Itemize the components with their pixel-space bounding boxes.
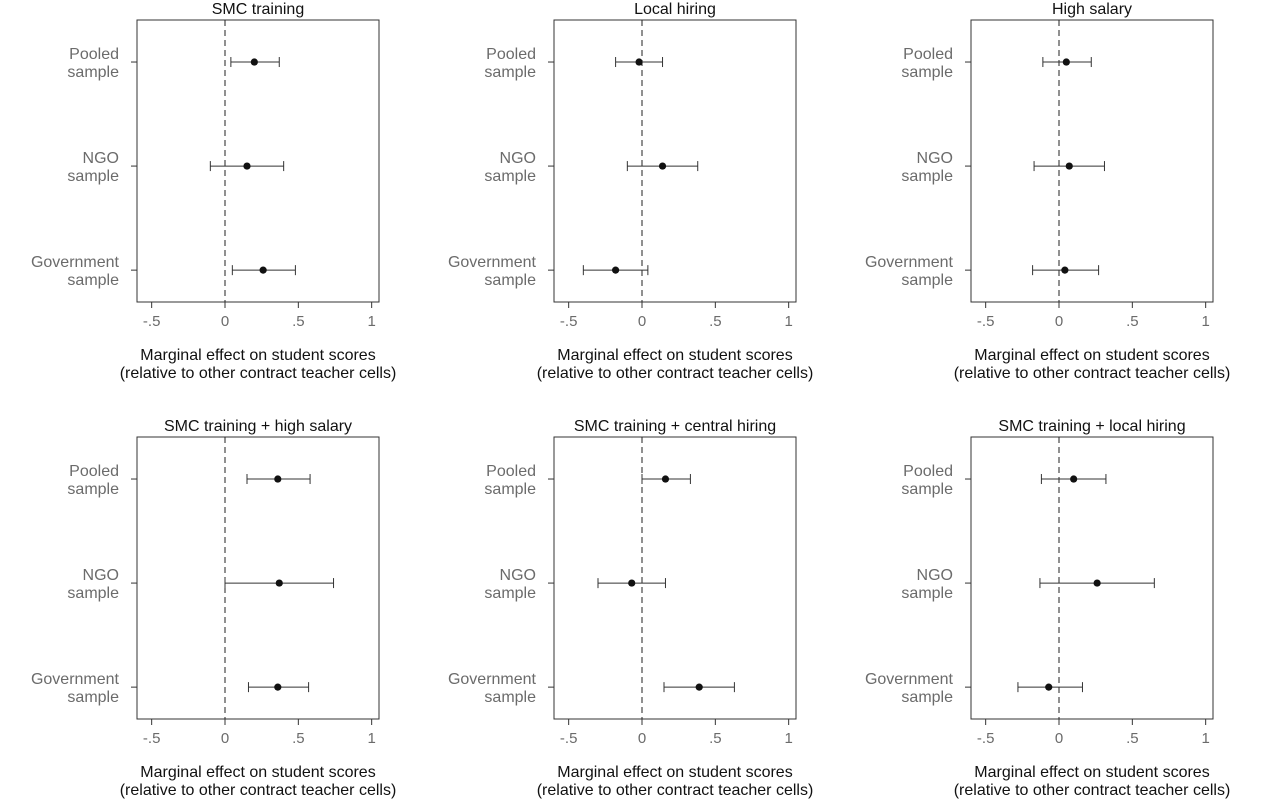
- x-tick-label: 0: [638, 313, 646, 330]
- x-tick-label: .5: [1126, 313, 1139, 330]
- point-estimate: [275, 579, 283, 587]
- x-tick-label: .5: [709, 313, 722, 330]
- category-label: NGO sample: [484, 150, 536, 185]
- point-estimate: [695, 683, 703, 691]
- x-tick-label: 1: [784, 730, 792, 747]
- category-label: Pooled sample: [484, 46, 536, 81]
- x-tick-label: 0: [638, 730, 646, 747]
- panel-title: Local hiring: [634, 1, 716, 18]
- x-axis-label: Marginal effect on student scores (relati…: [537, 764, 814, 799]
- plot-frame: [136, 19, 380, 303]
- x-tick-label: -.5: [143, 730, 161, 747]
- point-estimate: [1062, 58, 1070, 66]
- x-tick-label: 1: [367, 730, 375, 747]
- category-label: Government sample: [865, 671, 954, 706]
- x-tick-label: 0: [1055, 730, 1063, 747]
- category-label: NGO sample: [901, 150, 953, 185]
- point-estimate: [658, 162, 667, 170]
- panel-3: High salary -.5 0 .5 1 Marginal effect on stu…: [865, 1, 1230, 382]
- x-axis-label: Marginal effect on student scores (relati…: [954, 764, 1231, 799]
- panel-4: SMC training + high salary -.5 0 .5 1 Margina…: [31, 418, 396, 799]
- x-tick-label: .5: [1126, 730, 1139, 747]
- panel-title: SMC training + local hiring: [998, 418, 1185, 435]
- point-estimate: [1065, 162, 1073, 170]
- panel-5: SMC training + central hiring -.5 0 .5 1 Marg…: [448, 418, 813, 799]
- x-tick-label: 0: [221, 730, 229, 747]
- x-tick-label: 1: [1201, 730, 1209, 747]
- panel-6: SMC training + local hiring -.5 0 .5 1 Margin…: [865, 418, 1230, 799]
- category-label: Pooled sample: [67, 46, 119, 81]
- point-estimate: [274, 683, 282, 691]
- x-tick-label: .5: [292, 730, 305, 747]
- x-axis-label: Marginal effect on student scores (relati…: [120, 764, 397, 799]
- plot-frame: [553, 436, 797, 720]
- point-estimate: [1070, 475, 1078, 483]
- category-label: NGO sample: [67, 150, 119, 185]
- x-axis-label: Marginal effect on student scores (relati…: [120, 347, 397, 382]
- point-estimate: [1045, 683, 1053, 691]
- point-estimate: [612, 266, 620, 274]
- panel-title: SMC training + central hiring: [574, 418, 776, 435]
- point-estimate: [661, 475, 670, 483]
- x-tick-label: 1: [784, 313, 792, 330]
- panel-title: SMC training: [212, 1, 304, 18]
- category-label: NGO sample: [484, 567, 536, 602]
- point-estimate: [635, 58, 643, 66]
- category-label: Government sample: [31, 254, 120, 289]
- category-label: NGO sample: [901, 567, 953, 602]
- point-estimate: [274, 475, 282, 483]
- point-estimate: [243, 162, 251, 170]
- x-tick-label: 1: [367, 313, 375, 330]
- x-tick-label: -.5: [143, 313, 161, 330]
- x-tick-label: -.5: [560, 730, 578, 747]
- x-tick-label: .5: [292, 313, 305, 330]
- panel-title: High salary: [1052, 1, 1132, 18]
- plot-frame: [553, 19, 797, 303]
- x-tick-label: .5: [709, 730, 722, 747]
- category-label: Pooled sample: [901, 463, 953, 498]
- panel-2: Local hiring -.5 0 .5 1 Marginal effect on st…: [448, 1, 813, 382]
- category-label: Pooled sample: [484, 463, 536, 498]
- x-tick-label: 0: [221, 313, 229, 330]
- point-estimate: [1061, 266, 1069, 274]
- x-tick-label: -.5: [977, 730, 995, 747]
- category-label: Government sample: [448, 254, 537, 289]
- category-label: Pooled sample: [67, 463, 119, 498]
- panel-title: SMC training + high salary: [164, 418, 352, 435]
- point-estimate: [1093, 579, 1101, 587]
- x-axis-label: Marginal effect on student scores (relati…: [954, 347, 1231, 382]
- plot-frame: [970, 436, 1214, 720]
- category-label: Government sample: [448, 671, 537, 706]
- category-label: Pooled sample: [901, 46, 953, 81]
- panel-1: SMC training -.5 0 .5 1 Marginal effect on st…: [31, 1, 396, 382]
- point-estimate: [628, 579, 636, 587]
- x-tick-label: -.5: [560, 313, 578, 330]
- category-label: Government sample: [865, 254, 954, 289]
- x-tick-label: -.5: [977, 313, 995, 330]
- x-tick-label: 1: [1201, 313, 1209, 330]
- category-label: Government sample: [31, 671, 120, 706]
- x-axis-label: Marginal effect on student scores (relati…: [537, 347, 814, 382]
- point-estimate: [259, 266, 267, 274]
- x-tick-label: 0: [1055, 313, 1063, 330]
- plot-frame: [136, 436, 380, 720]
- plot-frame: [970, 19, 1214, 303]
- category-label: NGO sample: [67, 567, 119, 602]
- point-estimate: [250, 58, 258, 66]
